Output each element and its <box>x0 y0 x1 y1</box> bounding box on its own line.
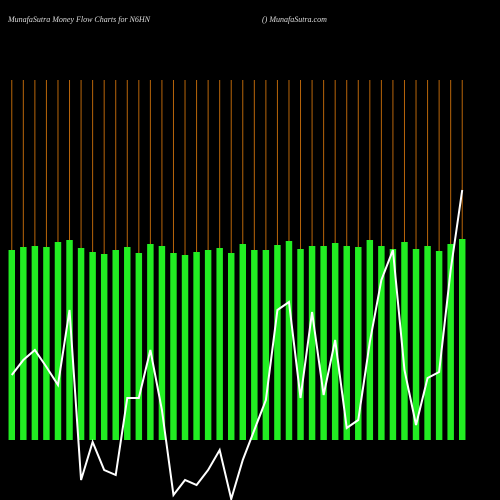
chart-subtitle: () MunafaSutra.com <box>262 15 327 24</box>
bar <box>447 244 454 440</box>
bar <box>181 255 189 440</box>
bar <box>54 242 62 440</box>
bar <box>412 249 420 440</box>
bar <box>262 250 270 440</box>
chart-title: MunafaSutra Money Flow Charts for N6HN <box>7 15 151 24</box>
bar <box>251 250 258 440</box>
bar <box>193 252 200 440</box>
bar <box>77 248 85 440</box>
bar <box>320 246 327 440</box>
bar <box>389 249 397 440</box>
bar <box>308 246 316 440</box>
bar <box>424 246 431 440</box>
money-flow-line <box>10 189 464 500</box>
bar <box>239 244 247 440</box>
bar <box>204 250 212 440</box>
bar <box>343 246 350 440</box>
bar <box>20 247 27 440</box>
bar <box>227 253 235 440</box>
bar <box>274 245 281 440</box>
bar <box>43 247 50 440</box>
bar <box>216 248 223 440</box>
bar <box>66 240 73 440</box>
bar <box>297 249 304 440</box>
bar <box>89 252 96 440</box>
bar <box>135 253 143 440</box>
bar <box>401 242 408 440</box>
bar <box>124 247 131 440</box>
bar <box>355 247 362 440</box>
bar <box>31 246 39 440</box>
bar <box>285 241 293 440</box>
bar <box>112 250 119 440</box>
bar <box>378 246 385 440</box>
bar <box>435 251 443 440</box>
bar <box>158 246 166 440</box>
bar <box>100 254 108 440</box>
bar <box>170 253 177 440</box>
bar <box>147 244 154 440</box>
bar <box>458 239 466 440</box>
bar <box>8 250 16 440</box>
